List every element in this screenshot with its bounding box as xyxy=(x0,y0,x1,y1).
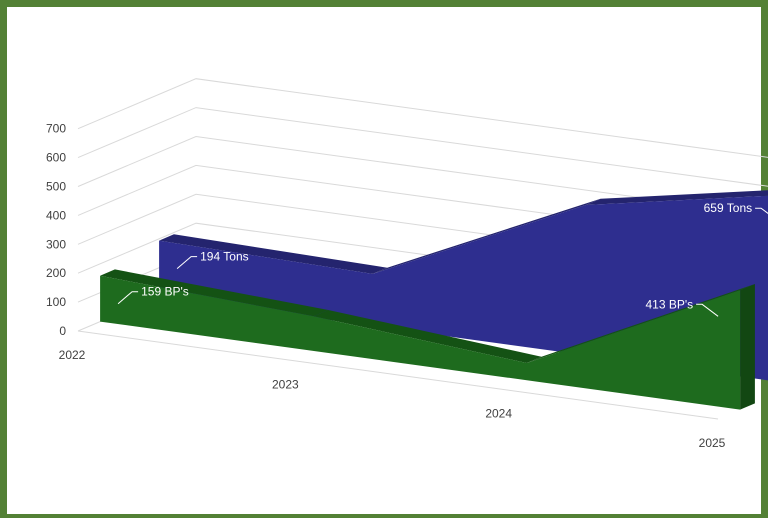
series-group xyxy=(100,190,768,410)
area-top-segment xyxy=(526,284,755,363)
data-label: 194 Tons xyxy=(200,250,249,264)
x-axis-line xyxy=(77,330,719,420)
area-top-segment xyxy=(100,269,329,317)
y-tick-label: 0 xyxy=(59,324,66,338)
gridline xyxy=(77,78,768,158)
area-top-segment xyxy=(313,310,542,363)
y-tick-label: 300 xyxy=(46,237,66,251)
floor xyxy=(77,330,719,420)
x-tick-label: 2025 xyxy=(699,436,726,450)
x-tick-label: 2024 xyxy=(485,407,512,421)
data-label-leader xyxy=(117,291,139,305)
x-tick-label: 2023 xyxy=(272,377,299,391)
data-label: 659 Tons xyxy=(704,201,753,215)
x-axis-ticks: 2022 2023 2024 2025 xyxy=(59,348,726,450)
area-side-face xyxy=(740,284,755,410)
y-axis-ticks: 0 100 200 300 400 500 600 700 xyxy=(46,122,66,338)
data-label: 159 BP's xyxy=(141,285,189,299)
x-tick-label: 2022 xyxy=(59,348,86,362)
y-tick-label: 100 xyxy=(46,295,66,309)
gridline xyxy=(77,107,768,187)
y-tick-label: 400 xyxy=(46,208,66,222)
data-label-leader xyxy=(696,303,719,317)
y-tick-label: 600 xyxy=(46,151,66,165)
y-tick-label: 700 xyxy=(46,122,66,136)
data-labels: 194 Tons 659 Tons 159 BP's 413 BP's xyxy=(117,201,768,317)
area-top-segment xyxy=(159,234,388,274)
gridline xyxy=(77,135,768,216)
data-label-leader xyxy=(176,256,198,269)
data-label-leader xyxy=(755,207,768,215)
area-front-face xyxy=(100,275,741,410)
area-top-segment xyxy=(585,190,768,205)
y-tick-label: 200 xyxy=(46,266,66,280)
y-tick-label: 500 xyxy=(46,180,66,194)
area-top-segment xyxy=(372,198,601,274)
data-label: 413 BP's xyxy=(645,297,693,311)
